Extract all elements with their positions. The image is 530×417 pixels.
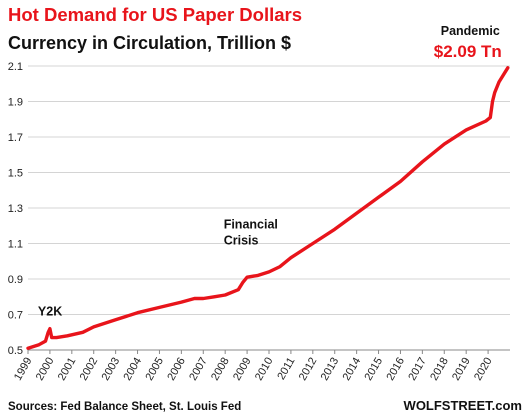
y-tick-label: 1.9 [8,97,23,109]
series-layer [26,66,510,350]
y-tick-label: 0.5 [8,345,23,357]
y-tick-label: 2.1 [8,61,23,73]
x-tick-label: 2012 [297,356,320,383]
y-tick-label: 0.7 [8,310,23,322]
annotation-label: Pandemic [441,24,500,38]
x-axis-ticks: 1999 2000 2001 2002 2003 2004 2005 2006 2007 2008… [12,350,495,383]
x-tick-label: 2005 [143,356,166,383]
x-tick-label: 2001 [56,356,79,383]
x-tick-label: 2016 [384,356,407,383]
y-tick-label: 1.5 [8,168,23,180]
x-tick-label: 2002 [78,356,101,383]
annotation-label: Y2K [38,305,62,319]
x-tick-label: 2006 [165,356,188,383]
chart-title: Hot Demand for US Paper Dollars [8,4,302,25]
annotation-label: $2.09 Tn [434,42,502,61]
source-note: Sources: Fed Balance Sheet, St. Louis Fe… [8,401,241,413]
annotation-label: Crisis [224,234,259,248]
x-tick-label: 2011 [275,356,297,382]
x-tick-label: 2010 [253,356,276,383]
x-tick-label: 2017 [406,356,429,383]
x-tick-label: 2018 [428,356,451,383]
x-tick-label: 2007 [187,356,210,383]
x-tick-label: 2020 [472,356,495,383]
x-tick-label: 2015 [363,356,386,383]
x-tick-label: 2009 [231,356,254,383]
series-line [26,66,510,350]
y-tick-label: 0.9 [8,274,23,286]
grid-lines [28,65,510,351]
chart-subtitle: Currency in Circulation, Trillion $ [8,33,291,53]
x-tick-label: 2008 [209,356,232,383]
y-tick-label: 1.3 [8,203,23,215]
x-tick-label: 2000 [34,356,57,383]
y-tick-label: 1.7 [8,132,23,144]
x-tick-label: 1999 [12,356,35,383]
x-tick-label: 2013 [319,356,342,383]
x-tick-label: 2019 [450,356,473,383]
y-tick-label: 1.1 [8,239,23,251]
x-tick-label: 2003 [100,356,123,383]
annotations: Y2K Financial Crisis Pandemic $2.09 Tn [38,24,502,319]
annotation-label: Financial [224,218,278,232]
x-tick-label: 2014 [341,356,364,383]
y-axis-ticks: 0.5 0.7 0.9 1.1 1.3 1.5 1.7 1.9 2.1 [8,61,23,357]
x-tick-label: 2004 [122,356,145,383]
wolfstreet-logo: WOLFSTREET.com [404,398,522,413]
